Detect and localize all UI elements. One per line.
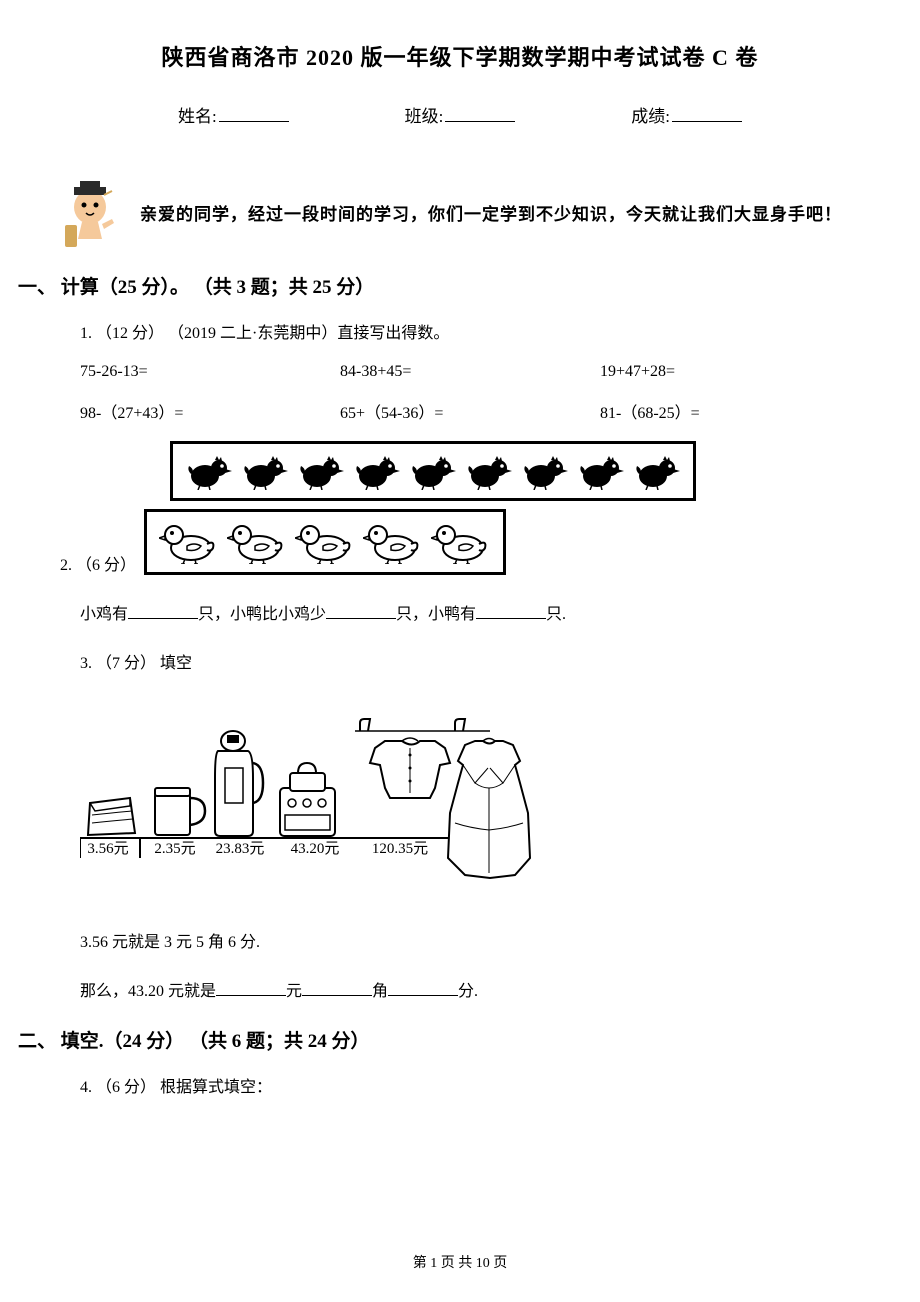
class-field: 班级:	[405, 102, 516, 127]
greeting-row: 亲爱的同学，经过一段时间的学习，你们一定学到不少知识，今天就让我们大显身手吧！	[60, 177, 860, 247]
svg-text:23.83元: 23.83元	[216, 841, 265, 857]
fill-blank[interactable]	[388, 980, 458, 996]
q3-line2-part-0: 那么，43.20 元就是	[80, 983, 216, 1000]
student-icon	[60, 177, 120, 247]
score-blank[interactable]	[672, 104, 742, 122]
fill-blank[interactable]	[216, 980, 286, 996]
q3-line2-part-3: 分.	[458, 983, 478, 1000]
q2-part-3: 只.	[546, 606, 566, 623]
calc-item: 84-38+45=	[340, 363, 600, 381]
calc-item: 75-26-13=	[80, 363, 340, 381]
q3-line2-part-2: 角	[372, 983, 388, 1000]
price-image: 3.56元 2.35元 23.83元 43.20元 120.35元	[80, 693, 860, 898]
q1-text: 1. （12 分） （2019 二上·东莞期中）直接写出得数。	[80, 319, 860, 343]
q2-part-2: 只，小鸭有	[396, 606, 476, 623]
score-label: 成绩:	[631, 102, 670, 127]
page-footer: 第 1 页 共 10 页	[0, 1252, 920, 1272]
class-blank[interactable]	[445, 104, 515, 122]
greeting-text: 亲爱的同学，经过一段时间的学习，你们一定学到不少知识，今天就让我们大显身手吧！	[140, 200, 842, 225]
svg-text:3.56元: 3.56元	[87, 841, 128, 857]
q3-line2: 那么，43.20 元就是 元 角 分.	[80, 977, 860, 1001]
calc-item: 19+47+28=	[600, 363, 860, 381]
calc-item: 81-（68-25）=	[600, 399, 860, 423]
calc-row-2: 98-（27+43）= 65+（54-36）= 81-（68-25）=	[80, 399, 860, 423]
score-field: 成绩:	[631, 102, 742, 127]
svg-text:2.35元: 2.35元	[154, 841, 195, 857]
chicken-box	[170, 441, 696, 501]
q4-text: 4. （6 分） 根据算式填空：	[80, 1073, 860, 1097]
chicken-row	[185, 452, 681, 490]
exam-title: 陕西省商洛市 2020 版一年级下学期数学期中考试试卷 C 卷	[60, 40, 860, 72]
fill-blank[interactable]	[326, 603, 396, 619]
svg-text:120.35元: 120.35元	[372, 841, 428, 857]
class-label: 班级:	[405, 102, 444, 127]
section1-header: 一、 计算（25 分）。 （共 3 题；共 25 分）	[18, 272, 860, 299]
calc-item: 65+（54-36）=	[340, 399, 600, 423]
q2-part-0: 小鸡有	[80, 606, 128, 623]
q2-label: 2. （6 分）	[60, 551, 136, 575]
q3-line2-part-1: 元	[286, 983, 302, 1000]
price-items-svg: 3.56元 2.35元 23.83元 43.20元 120.35元	[80, 693, 580, 893]
fill-blank[interactable]	[476, 603, 546, 619]
q3-text: 3. （7 分） 填空	[80, 649, 860, 673]
name-field: 姓名:	[178, 102, 289, 127]
q2-line: 2. （6 分）	[60, 509, 860, 575]
section2-header: 二、 填空.（24 分） （共 6 题；共 24 分）	[18, 1026, 860, 1053]
fill-blank[interactable]	[128, 603, 198, 619]
svg-text:43.20元: 43.20元	[291, 841, 340, 857]
duck-row	[159, 520, 491, 564]
name-label: 姓名:	[178, 102, 217, 127]
name-blank[interactable]	[219, 104, 289, 122]
calc-row-1: 75-26-13= 84-38+45= 19+47+28=	[80, 363, 860, 381]
q2-part-1: 只，小鸭比小鸡少	[198, 606, 326, 623]
duck-box	[144, 509, 506, 575]
chicken-box-row	[60, 441, 860, 501]
info-row: 姓名: 班级: 成绩:	[60, 102, 860, 127]
fill-blank[interactable]	[302, 980, 372, 996]
q3-line1: 3.56 元就是 3 元 5 角 6 分.	[80, 928, 860, 952]
calc-item: 98-（27+43）=	[80, 399, 340, 423]
q2-fill-text: 小鸡有 只，小鸭比小鸡少 只，小鸭有 只.	[80, 600, 860, 624]
